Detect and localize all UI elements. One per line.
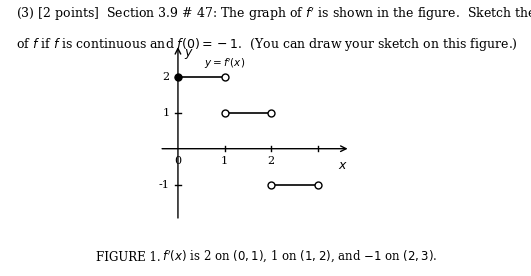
Text: 2: 2 — [268, 156, 275, 166]
Text: -1: -1 — [159, 180, 169, 190]
Text: $f^{\prime}(x)$ is 2 on $(0,1)$, 1 on $(1,2)$, and $-1$ on $(2,3)$.: $f^{\prime}(x)$ is 2 on $(0,1)$, 1 on $(… — [162, 248, 438, 264]
Text: 2: 2 — [162, 71, 169, 82]
Text: $x$: $x$ — [338, 159, 348, 172]
Text: 1: 1 — [162, 108, 169, 118]
Text: (3) [2 points]  Section 3.9 # 47: The graph of $f^{\prime}$ is shown in the figu: (3) [2 points] Section 3.9 # 47: The gra… — [16, 6, 531, 23]
Text: 1: 1 — [221, 156, 228, 166]
Text: 0: 0 — [174, 156, 182, 166]
Text: FIGURE 1.: FIGURE 1. — [96, 251, 168, 264]
Text: of $f$ if $f$ is continuous and $f(0) = -1$.  (You can draw your sketch on this : of $f$ if $f$ is continuous and $f(0) = … — [16, 36, 518, 53]
Text: $y = f^{\prime}(x)$: $y = f^{\prime}(x)$ — [203, 57, 245, 71]
Text: $y$: $y$ — [184, 47, 193, 61]
